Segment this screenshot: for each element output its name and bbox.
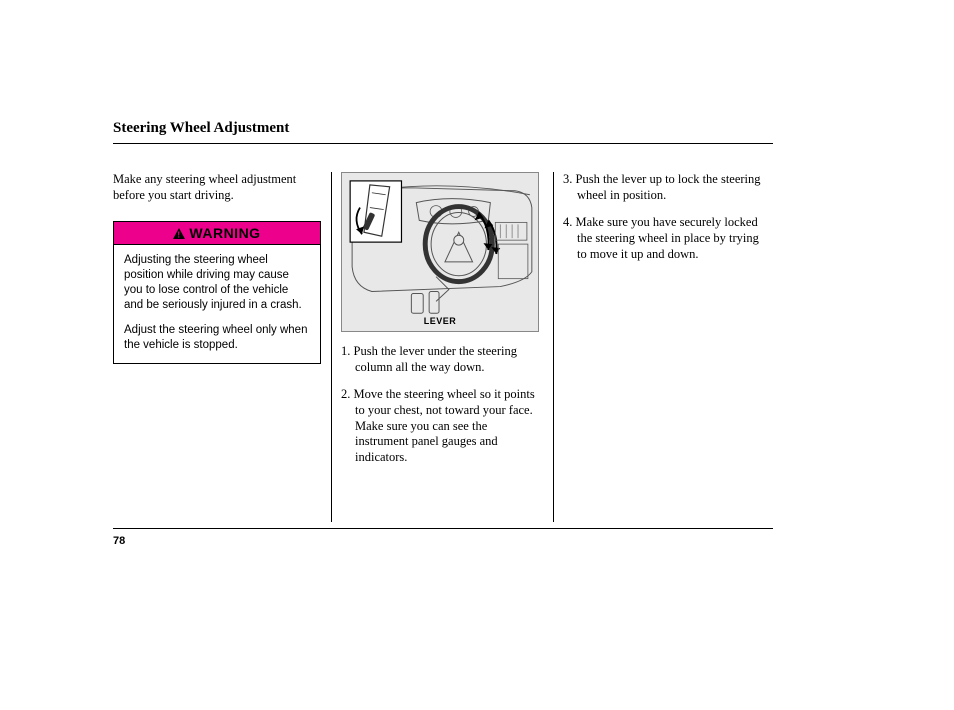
warning-triangle-icon: ! [173, 228, 185, 239]
steps-list-col2: 1. Push the lever under the steering col… [341, 344, 539, 465]
warning-box: ! WARNING Adjusting the steering wheel p… [113, 221, 321, 364]
step-2: 2. Move the steering wheel so it points … [341, 387, 539, 465]
figure-label: LEVER [424, 316, 457, 326]
warning-label: WARNING [189, 225, 260, 241]
intro-text: Make any steering wheel adjustment befor… [113, 172, 321, 203]
columns-container: Make any steering wheel adjustment befor… [113, 172, 773, 477]
page-content: Steering Wheel Adjustment Make any steer… [113, 120, 773, 477]
step-4: 4. Make sure you have securely locked th… [563, 215, 763, 262]
column-3: 3. Push the lever up to lock the steerin… [549, 172, 773, 477]
warning-header: ! WARNING [114, 222, 320, 245]
warning-para-1: Adjusting the steering wheel position wh… [124, 253, 310, 313]
warning-para-2: Adjust the steering wheel only when the … [124, 323, 310, 353]
step-1: 1. Push the lever under the steering col… [341, 344, 539, 375]
column-2: LEVER 1. Push the lever under the steeri… [331, 172, 549, 477]
page-number: 78 [113, 535, 125, 547]
column-1: Make any steering wheel adjustment befor… [113, 172, 331, 477]
steps-list-col3: 3. Push the lever up to lock the steerin… [563, 172, 763, 262]
step-3: 3. Push the lever up to lock the steerin… [563, 172, 763, 203]
svg-text:!: ! [178, 230, 181, 239]
warning-body: Adjusting the steering wheel position wh… [114, 245, 320, 363]
illustration: LEVER [341, 172, 539, 332]
dashboard-illustration-svg [342, 173, 538, 331]
page-title: Steering Wheel Adjustment [113, 120, 773, 144]
footer-rule [113, 528, 773, 529]
column-divider-2 [553, 172, 554, 522]
